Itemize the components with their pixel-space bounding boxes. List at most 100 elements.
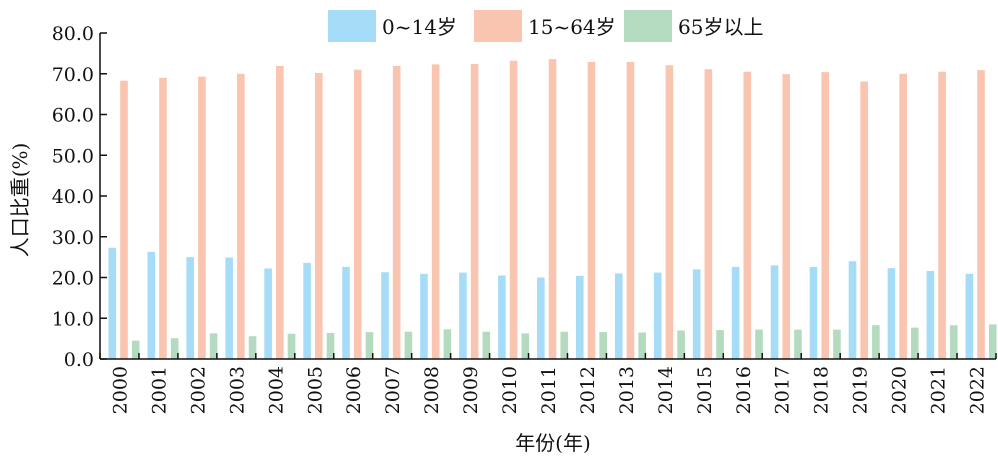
x-tick-label: 2010 [499,366,521,414]
legend-swatch-series-1 [474,10,522,42]
x-axis: 2000 2001 2002 2003 2004 2005 2006 2007 2008 2009… [99,353,997,414]
bar-2004-series-2 [287,333,296,359]
bars [108,59,997,360]
x-tick-label: 2016 [733,366,755,414]
x-tick-label: 2020 [889,366,911,414]
x-tick-label: 2013 [616,366,638,414]
x-tick-label: 2007 [382,366,404,414]
bar-2016-series-0 [731,266,740,359]
bar-2015-series-1 [704,69,713,359]
bar-2012-series-1 [587,61,596,360]
bar-2012-series-2 [599,332,607,359]
legend-label-series-0: 0~14岁 [382,15,457,39]
bar-2009-series-1 [470,63,479,359]
x-tick-label: 2011 [538,366,560,414]
bar-2007-series-1 [392,66,401,359]
x-axis-title: 年份(年) [515,431,591,455]
bar-2009-series-0 [459,272,467,359]
bar-2019-series-1 [860,81,868,360]
bar-2016-series-1 [743,71,752,360]
y-tick-label: 80.0 [52,23,94,45]
y-axis: 0.0 10.0 20.0 30.0 40.0 50.0 60.0 70.0 80.0 [52,23,107,371]
bar-2020-series-2 [911,327,919,359]
bar-2014-series-0 [653,272,662,359]
bar-2021-series-0 [926,270,935,359]
bar-2008-series-0 [420,273,428,359]
bar-2002-series-2 [209,333,218,359]
y-tick-label: 0.0 [64,349,94,371]
bar-2017-series-2 [794,329,802,359]
x-tick-label: 2004 [265,366,287,414]
bar-2003-series-2 [248,336,257,359]
bar-2021-series-2 [949,325,958,359]
bar-2010-series-2 [521,333,530,359]
bar-2017-series-1 [782,74,791,359]
bar-2012-series-0 [575,275,584,359]
bar-2005-series-0 [303,262,311,359]
x-tick-label: 2021 [928,366,950,414]
bar-2019-series-2 [872,325,880,359]
y-tick-label: 60.0 [52,105,94,127]
bar-2005-series-1 [314,72,323,359]
bar-2001-series-2 [170,338,179,359]
bar-2019-series-0 [848,261,857,359]
legend-swatch-series-0 [328,10,376,42]
bar-2017-series-0 [770,265,779,359]
bar-2015-series-2 [716,330,724,359]
bar-2008-series-2 [443,329,452,359]
x-tick-label: 2012 [577,366,599,414]
bar-2009-series-2 [482,331,491,359]
x-tick-label: 2000 [109,366,131,414]
bar-2005-series-2 [326,332,335,359]
bar-2002-series-0 [186,257,195,359]
x-tick-label: 2019 [850,366,872,414]
y-tick-label: 40.0 [52,186,94,208]
bar-2018-series-0 [809,266,818,359]
bar-2020-series-0 [887,268,896,359]
x-tick-label: 2017 [772,366,794,414]
bar-2006-series-1 [353,69,362,360]
bar-2002-series-1 [198,76,206,359]
bar-2013-series-1 [626,61,635,360]
y-tick-label: 30.0 [52,227,94,249]
bar-2014-series-1 [665,65,674,359]
x-tick-label: 2002 [187,366,209,414]
y-tick-label: 70.0 [52,64,94,86]
x-tick-label: 2022 [967,366,989,414]
bar-2011-series-1 [548,59,557,359]
bar-2006-series-0 [342,266,350,359]
bar-2007-series-2 [404,331,413,359]
legend-label-series-2: 65岁以上 [678,15,763,39]
bar-2000-series-0 [108,247,117,359]
bar-2011-series-2 [560,331,569,359]
bar-2022-series-1 [977,70,985,360]
x-tick-label: 2001 [148,366,170,414]
bar-2006-series-2 [365,332,374,359]
bar-2014-series-2 [677,330,685,359]
bar-2010-series-0 [498,275,506,359]
x-tick-label: 2006 [343,366,365,414]
x-tick-label: 2018 [811,366,833,414]
bar-2007-series-0 [381,272,389,359]
bar-2015-series-0 [692,269,701,359]
bar-2021-series-1 [938,71,946,360]
bar-2018-series-1 [821,72,830,360]
x-tick-label: 2005 [304,366,326,414]
bar-2008-series-1 [431,64,440,359]
bar-2022-series-2 [988,324,997,359]
bar-2013-series-0 [614,273,623,359]
y-tick-label: 20.0 [52,268,94,290]
bar-2003-series-1 [237,73,245,359]
bar-2004-series-0 [264,268,272,359]
y-tick-label: 50.0 [52,145,94,167]
x-tick-label: 2009 [460,366,482,414]
bar-2003-series-0 [225,257,233,359]
bar-2020-series-1 [899,73,907,359]
legend-swatch-series-2 [624,10,672,42]
bar-2001-series-1 [159,77,167,359]
legend: 0~14岁 15~64岁 65岁以上 [328,10,763,42]
bar-2022-series-0 [965,273,974,359]
bar-2001-series-0 [147,251,156,359]
y-tick-label: 10.0 [52,308,94,330]
